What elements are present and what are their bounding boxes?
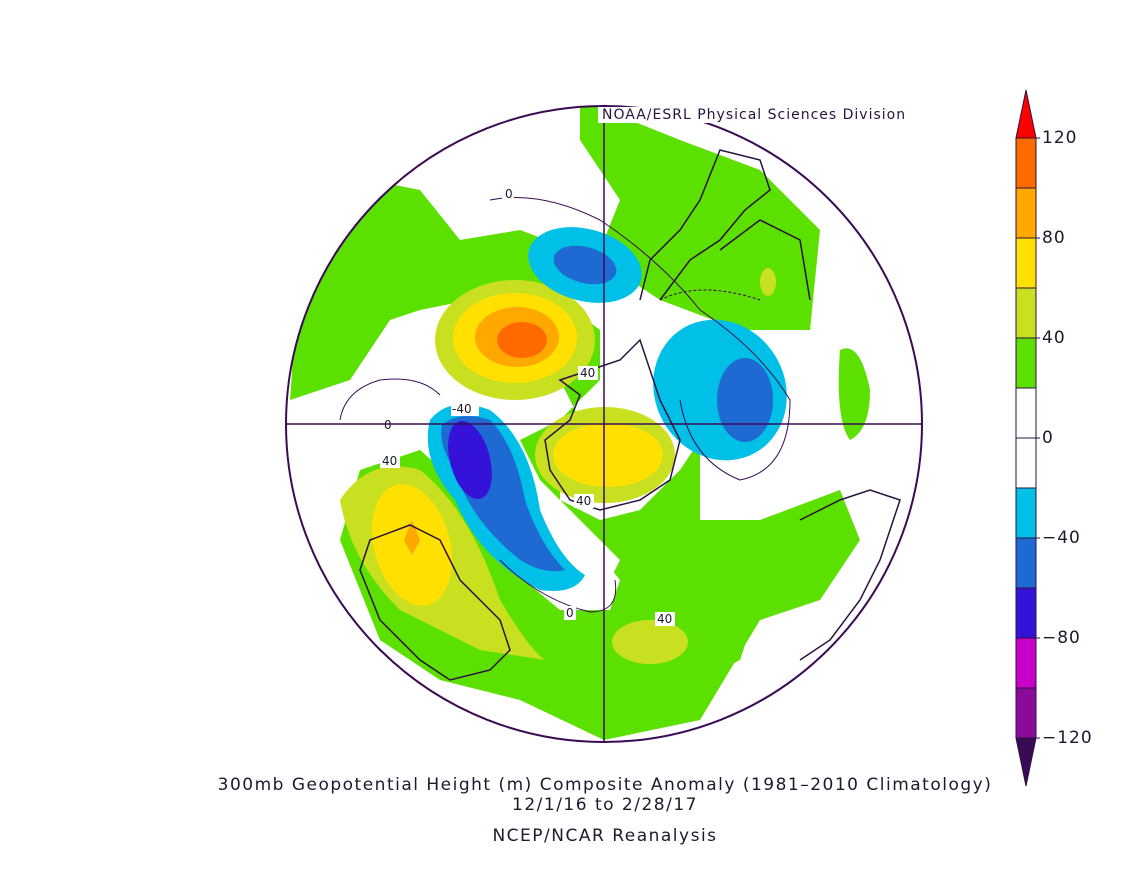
contour-label: 40	[576, 494, 591, 508]
pos-anom-5	[612, 620, 688, 664]
neg-anom-3-80	[448, 421, 492, 499]
colorbar-tick: −80	[1042, 628, 1081, 648]
colorbar-segment	[1015, 487, 1037, 539]
contour-neg	[659, 289, 761, 301]
contour-labels: 0 40 -40 0 40 40 0 40	[380, 187, 675, 626]
colorbar-tick: −40	[1042, 528, 1081, 548]
colorbar-segment	[1015, 387, 1037, 439]
contour-zero-north	[489, 197, 791, 481]
contour-label: 40	[657, 612, 672, 626]
pos-anom-2-80	[553, 423, 663, 487]
colorbar-tick: 40	[1042, 328, 1066, 348]
colorbar-segment	[1015, 137, 1037, 189]
coastlines	[359, 149, 901, 681]
map-boundary	[285, 105, 923, 743]
anomaly-field: 0 40 -40 0 40 40 0 40	[286, 106, 922, 742]
colorbar-segment	[1015, 337, 1037, 389]
colorbar-segment	[1015, 187, 1037, 239]
contour-label: 0	[505, 187, 513, 201]
colorbar-segment	[1015, 89, 1037, 139]
neg-anom-2-60	[717, 358, 773, 442]
colorbar-segment	[1015, 687, 1037, 739]
contour-zero-south	[499, 559, 617, 613]
colorbar-tick: −120	[1042, 728, 1093, 748]
colorbar-segment	[1015, 587, 1037, 639]
colorbar-segment	[1015, 537, 1037, 589]
contour-label: -40	[452, 402, 472, 416]
contour-zero-west	[339, 378, 441, 421]
credit-label: NOAA/ESRL Physical Sciences Division	[598, 107, 911, 123]
pos-anom-4-100	[404, 520, 420, 555]
green-region-east	[838, 348, 870, 440]
colorbar-segment	[1015, 287, 1037, 339]
contour-label: 0	[566, 606, 574, 620]
colorbar-tick: 80	[1042, 228, 1066, 248]
pos-anom-1-120	[497, 322, 547, 358]
neg-anom-1-60	[553, 245, 617, 285]
colorbar-segment	[1015, 237, 1037, 289]
colorbar-segment	[1015, 437, 1037, 489]
contour-label: 40	[382, 454, 397, 468]
colorbar-segment	[1015, 737, 1037, 787]
map-title: 300mb Geopotential Height (m) Composite …	[217, 775, 993, 795]
colorbar-tick: 0	[1042, 428, 1054, 448]
data-source: NCEP/NCAR Reanalysis	[492, 826, 718, 846]
contour-label: 40	[580, 366, 595, 380]
contour-label: 0	[384, 418, 392, 432]
date-range: 12/1/16 to 2/28/17	[512, 795, 698, 815]
colorbar	[1015, 89, 1040, 787]
pos-anom-3	[760, 268, 776, 296]
colorbar-tick: 120	[1042, 128, 1078, 148]
colorbar-segment	[1015, 637, 1037, 689]
